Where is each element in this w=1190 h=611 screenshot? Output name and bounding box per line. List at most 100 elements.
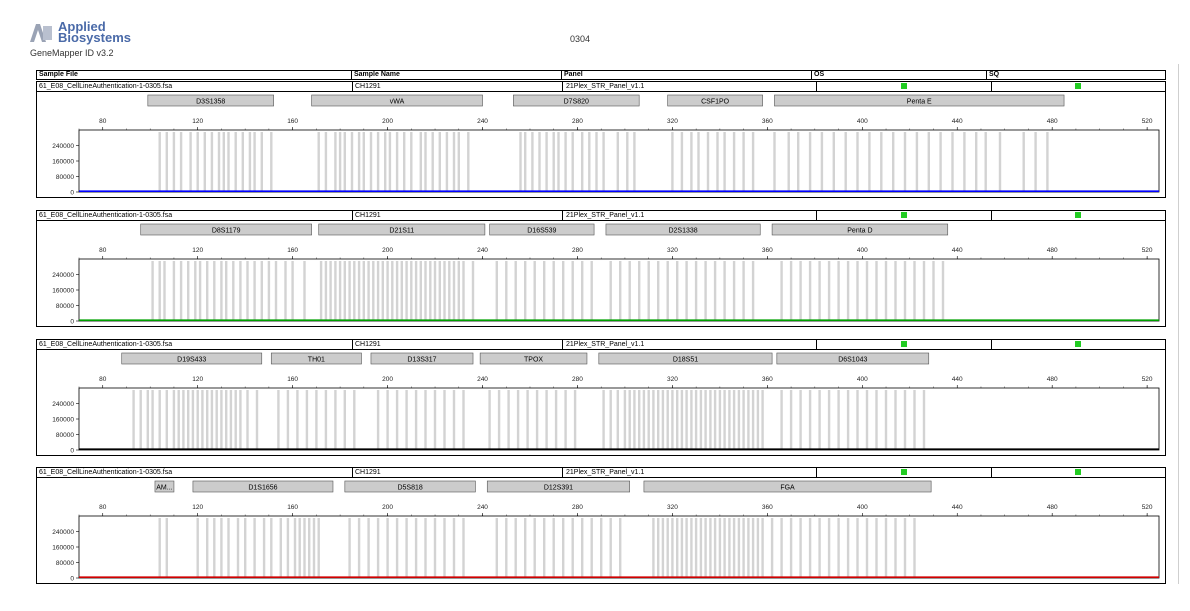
allele-bin bbox=[638, 390, 641, 450]
y-tick-label: 80000 bbox=[56, 174, 74, 181]
allele-bin bbox=[780, 261, 783, 321]
allele-bin bbox=[452, 518, 456, 578]
allele-bin bbox=[903, 132, 907, 192]
y-tick-label: 0 bbox=[70, 448, 74, 455]
allele-bin bbox=[602, 132, 605, 192]
allele-bin bbox=[505, 518, 508, 578]
allele-bin bbox=[505, 261, 508, 321]
allele-bin bbox=[376, 132, 380, 192]
allele-bin bbox=[324, 390, 328, 450]
allele-bin bbox=[372, 261, 375, 321]
os-quality-flag bbox=[901, 212, 907, 218]
x-tick-label: 440 bbox=[952, 118, 963, 125]
allele-bin bbox=[433, 261, 437, 321]
locus-markers: D3S1358 vWA D7S820 CSF1PO Penta E bbox=[147, 94, 1065, 107]
allele-bin bbox=[519, 132, 522, 192]
allele-bin bbox=[312, 518, 316, 578]
allele-bin bbox=[414, 261, 418, 321]
allele-bin bbox=[414, 518, 418, 578]
allele-bin bbox=[253, 261, 256, 321]
allele-bins bbox=[132, 390, 926, 450]
locus-marker-label: D18S51 bbox=[673, 357, 698, 364]
allele-bin bbox=[132, 390, 135, 450]
allele-bin bbox=[713, 390, 717, 450]
allele-bin bbox=[514, 261, 517, 321]
allele-bin bbox=[163, 261, 166, 321]
allele-bin bbox=[706, 132, 710, 192]
allele-bin bbox=[213, 261, 216, 321]
allele-bin bbox=[642, 390, 646, 450]
x-tick-label: 120 bbox=[192, 504, 203, 511]
allele-bin bbox=[737, 390, 741, 450]
allele-bin bbox=[856, 132, 859, 192]
locus-marker-label: TH01 bbox=[308, 357, 325, 364]
allele-bin bbox=[179, 132, 183, 192]
allele-bin bbox=[279, 518, 282, 578]
allele-bin bbox=[319, 261, 323, 321]
allele-bin bbox=[315, 390, 318, 450]
x-tick-label: 280 bbox=[572, 247, 583, 254]
allele-bin bbox=[348, 518, 351, 578]
allele-bin bbox=[623, 390, 627, 450]
col-os: OS bbox=[811, 70, 987, 80]
allele-bin bbox=[716, 132, 719, 192]
allele-bin bbox=[797, 132, 800, 192]
sample-file-value: 61_E08_CellLineAuthentication-1-0305.fsa bbox=[39, 212, 173, 219]
sq-quality-flag bbox=[1075, 83, 1081, 89]
allele-bin bbox=[747, 518, 750, 578]
allele-bin bbox=[581, 518, 584, 578]
allele-bin bbox=[533, 518, 536, 578]
allele-bin bbox=[151, 261, 154, 321]
allele-bin bbox=[694, 518, 698, 578]
locus-marker bbox=[486, 480, 630, 493]
allele-bin bbox=[405, 261, 408, 321]
locus-marker bbox=[311, 94, 483, 107]
allele-bin bbox=[203, 132, 206, 192]
x-tick-label: 400 bbox=[857, 118, 868, 125]
allele-bin bbox=[369, 132, 373, 192]
allele-bin bbox=[172, 132, 176, 192]
allele-bin bbox=[713, 261, 717, 321]
allele-bin bbox=[595, 132, 598, 192]
allele-bin bbox=[308, 518, 311, 578]
allele-bin bbox=[718, 518, 722, 578]
x-tick-label: 160 bbox=[287, 118, 298, 125]
x-tick-label: 280 bbox=[572, 118, 583, 125]
allele-bin bbox=[718, 390, 722, 450]
allele-bin bbox=[808, 261, 812, 321]
electropherogram-panel-4: 61_E08_CellLineAuthentication-1-0305.fsa… bbox=[36, 467, 1166, 584]
locus-marker bbox=[479, 352, 588, 365]
allele-bin bbox=[963, 132, 966, 192]
x-tick-label: 320 bbox=[667, 376, 678, 383]
allele-bin bbox=[780, 390, 783, 450]
allele-bin bbox=[452, 261, 456, 321]
electropherogram-panel-3: 61_E08_CellLineAuthentication-1-0305.fsa… bbox=[36, 339, 1166, 456]
allele-bin bbox=[884, 390, 888, 450]
locus-marker bbox=[121, 352, 263, 365]
allele-bin bbox=[158, 261, 161, 321]
allele-bin bbox=[818, 261, 821, 321]
allele-bin bbox=[210, 390, 214, 450]
allele-bin bbox=[274, 261, 278, 321]
allele-bin bbox=[172, 390, 176, 450]
allele-bin bbox=[571, 132, 574, 192]
allele-bin bbox=[260, 261, 263, 321]
allele-bin bbox=[139, 390, 142, 450]
y-tick-label: 240000 bbox=[52, 529, 74, 536]
sample-name-value: CH1291 bbox=[355, 469, 381, 476]
allele-bin bbox=[367, 261, 370, 321]
x-tick-label: 80 bbox=[99, 118, 107, 125]
allele-bin bbox=[353, 390, 356, 450]
locus-marker bbox=[776, 352, 930, 365]
allele-bin bbox=[305, 390, 309, 450]
allele-bin bbox=[666, 261, 669, 321]
locus-marker bbox=[598, 352, 773, 365]
locus-marker bbox=[370, 352, 474, 365]
allele-bin bbox=[438, 261, 441, 321]
allele-bin bbox=[220, 518, 223, 578]
allele-bin bbox=[761, 390, 764, 450]
allele-bin bbox=[457, 261, 460, 321]
allele-bin bbox=[837, 261, 840, 321]
allele-bin bbox=[545, 390, 548, 450]
locus-markers: D19S433 TH01 D13S317 TPOX D18S51 D6S1043 bbox=[121, 352, 930, 365]
